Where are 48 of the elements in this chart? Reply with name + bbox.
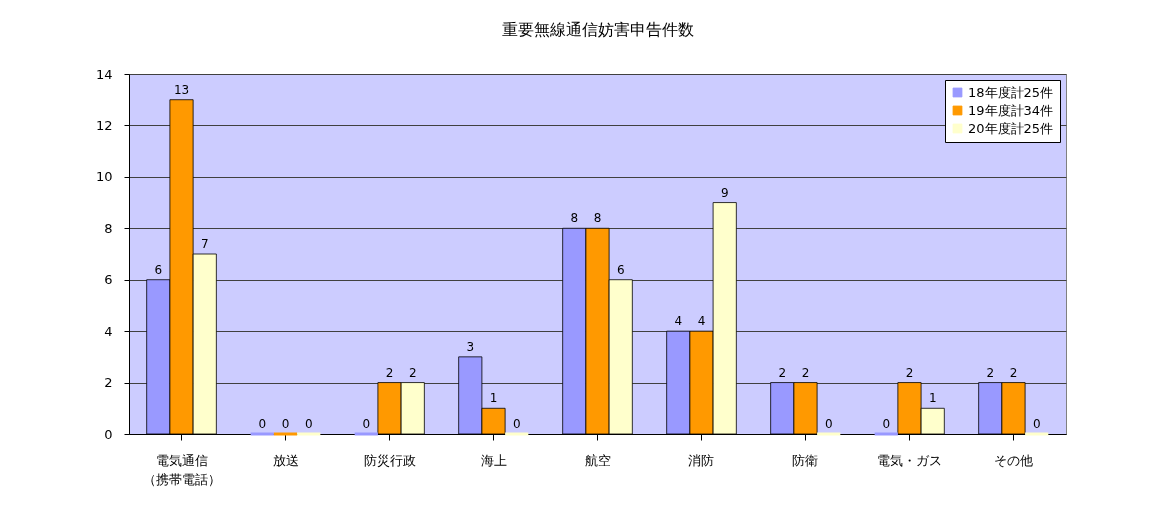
- x-tick-label: その他: [993, 452, 1033, 468]
- data-label: 0: [824, 417, 833, 431]
- data-label: 7: [200, 237, 209, 251]
- y-tick-label: 14: [95, 66, 113, 82]
- y-tick-label: 2: [104, 375, 113, 391]
- data-label: 4: [674, 314, 683, 329]
- data-label: 13: [173, 82, 190, 97]
- data-label: 1: [928, 391, 937, 406]
- x-tick-label: 消防: [688, 452, 715, 468]
- y-tick-label: 4: [104, 323, 113, 339]
- data-label: 0: [882, 417, 891, 431]
- data-label: 2: [986, 365, 995, 380]
- data-label: 0: [258, 417, 267, 431]
- legend-label: 19年度計34件: [968, 102, 1054, 118]
- data-label: 6: [616, 262, 625, 277]
- data-label: 1: [489, 391, 498, 406]
- data-label: 8: [593, 211, 602, 226]
- data-label: 3: [466, 339, 475, 354]
- data-label: 0: [362, 417, 371, 431]
- data-label: 2: [778, 365, 787, 380]
- data-label: 6: [154, 262, 163, 277]
- data-label: 2: [385, 365, 394, 380]
- x-tick-label: 放送: [272, 452, 299, 468]
- x-tick-label: 防衛: [792, 452, 819, 468]
- data-label: 0: [512, 417, 521, 431]
- legend-label: 20年度計25件: [968, 120, 1054, 136]
- data-label: 2: [905, 365, 914, 380]
- data-label: 8: [570, 211, 579, 226]
- x-tick-label: 防災行政: [363, 452, 416, 468]
- data-label: 2: [801, 365, 810, 380]
- x-tick-label: 海上: [480, 452, 507, 468]
- data-label: 2: [408, 365, 417, 380]
- data-label: 0: [1032, 417, 1041, 431]
- y-tick-label: 8: [104, 220, 113, 236]
- data-label: 0: [304, 417, 313, 431]
- y-tick-label: 0: [104, 426, 113, 442]
- data-label: 2: [1009, 365, 1018, 380]
- data-label: 0: [281, 417, 290, 431]
- chart-title: 重要無線通信妨害申告件数: [501, 20, 694, 39]
- data-label: 4: [697, 314, 706, 329]
- data-label: 9: [720, 185, 729, 200]
- y-tick-label: 12: [95, 117, 113, 133]
- x-tick-label: 電気・ガス: [876, 452, 942, 468]
- y-tick-label: 6: [104, 272, 113, 288]
- legend-label: 18年度計25件: [968, 84, 1054, 100]
- x-tick-label: 航空: [584, 452, 611, 468]
- y-tick-label: 10: [95, 169, 113, 185]
- x-tick-label: 電気通信（携帯電話）: [142, 452, 221, 487]
